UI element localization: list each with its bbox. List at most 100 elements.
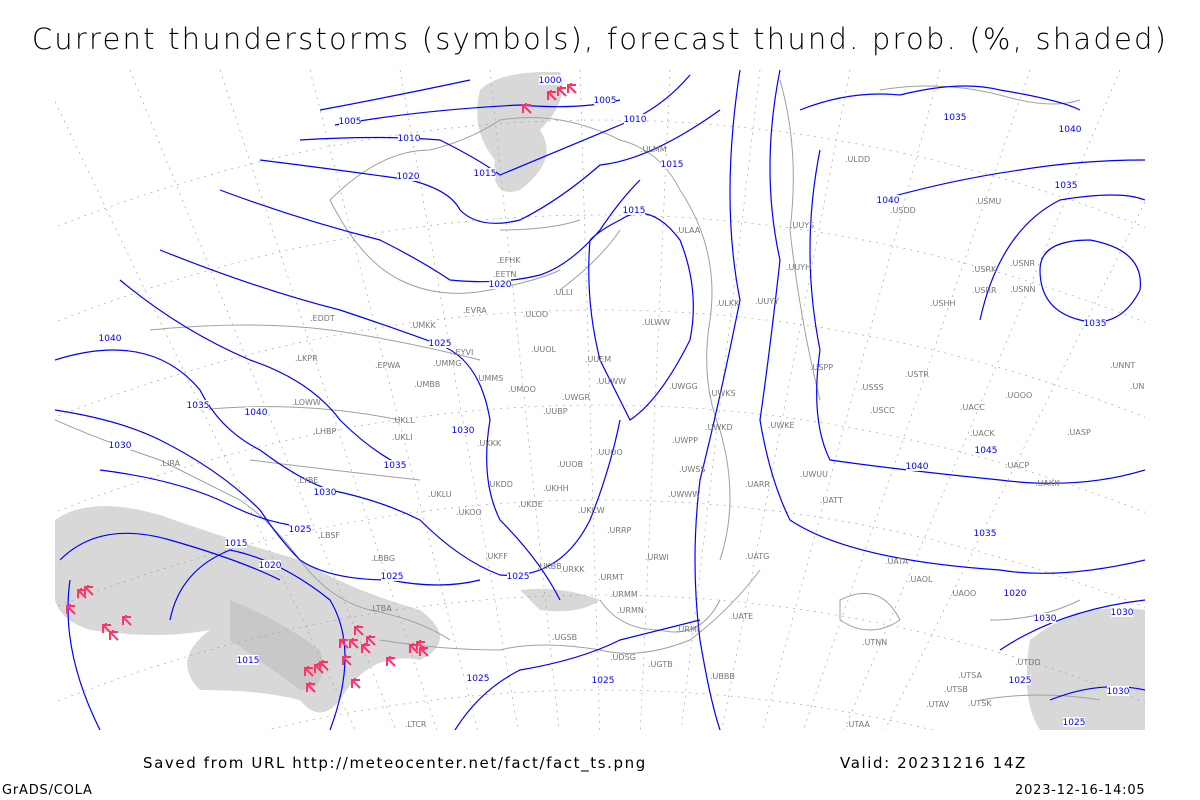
isobar-label: 1010 — [398, 133, 421, 144]
station-label: .UTSB — [944, 685, 968, 694]
station-label: .LYBE — [297, 476, 318, 485]
station-label: .UMMG — [433, 359, 461, 368]
station-label: .UUOB — [557, 460, 583, 469]
thunderstorm-symbols — [66, 83, 577, 693]
station-label: .USRK — [972, 265, 997, 274]
thunderstorm-symbol — [522, 103, 532, 114]
svg-text:1035: 1035 — [974, 529, 997, 539]
isobar — [55, 349, 621, 576]
station-label: .UOOO — [1005, 391, 1032, 400]
generation-timestamp: 2023-12-16-14:05 — [1015, 783, 1146, 798]
svg-text:1035: 1035 — [384, 461, 407, 471]
svg-text:1010: 1010 — [624, 115, 647, 125]
parallel — [55, 499, 1145, 608]
station-label: .EVRA — [463, 306, 487, 315]
svg-text:1025: 1025 — [1009, 676, 1032, 686]
isobar-label: 1025 — [381, 571, 403, 582]
station-label: .UTNN — [862, 638, 887, 647]
isobar-label: 1035 — [944, 112, 966, 123]
station-label: .LTCR — [405, 720, 427, 729]
station-label: .UWGR — [562, 393, 591, 402]
isobar — [159, 249, 561, 601]
thunderstorm-symbol — [66, 604, 76, 615]
station-label: .LHBP — [313, 427, 337, 436]
isobar — [119, 279, 401, 466]
isobar — [99, 469, 291, 526]
isobar — [169, 549, 346, 730]
isobar-label: 1025 — [1063, 717, 1085, 728]
svg-text:1030: 1030 — [314, 488, 337, 498]
svg-text:1005: 1005 — [339, 117, 362, 127]
station-labels: .ULLI .ULAA .ULMM .ULDD .UUYS .UUYH .ULKK .UUYY… — [160, 145, 1155, 729]
svg-text:1030: 1030 — [452, 426, 475, 436]
station-label: .URKK — [560, 565, 585, 574]
svg-text:1015: 1015 — [237, 656, 260, 666]
station-label: .UNBB — [1130, 382, 1155, 391]
probability-area — [477, 71, 563, 192]
isobar-label: 1015 — [225, 538, 247, 549]
station-label: .URMT — [598, 573, 624, 582]
station-label: .EPWA — [375, 361, 401, 370]
isobar-label: 1020 — [1004, 588, 1027, 599]
isobar-label: 1020 — [489, 279, 512, 290]
isobar — [759, 70, 1145, 574]
isobar — [588, 212, 694, 421]
isobar — [55, 409, 481, 586]
isobar — [979, 194, 1145, 321]
coastline — [779, 79, 1081, 401]
station-label: .UKCW — [578, 506, 605, 515]
saved-from-url: Saved from URL http://meteocenter.net/fa… — [143, 754, 647, 772]
thunderstorm-symbol — [361, 643, 371, 654]
isobar-label: 1025 — [507, 571, 529, 582]
svg-text:1040: 1040 — [245, 408, 268, 418]
svg-text:1025: 1025 — [429, 339, 452, 349]
isobar-label: 1040 — [1059, 124, 1082, 135]
thunderstorm-symbol — [319, 660, 329, 671]
station-label: .UTAA — [846, 720, 870, 729]
parallel — [55, 404, 1145, 513]
meridian — [640, 70, 671, 730]
station-label: .UAKK — [1035, 479, 1060, 488]
station-label: .UATA — [885, 557, 909, 566]
isobar-label: 1035 — [974, 528, 997, 539]
station-label: .UACC — [960, 403, 985, 412]
thunderstorm-symbol — [547, 90, 557, 101]
station-label: .UACK — [970, 429, 995, 438]
isobar — [334, 99, 621, 126]
station-label: .URMM — [610, 590, 638, 599]
chart-title: Current thunderstorms (symbols), forecas… — [31, 22, 1169, 56]
lat-lon-grid — [55, 70, 1145, 730]
svg-text:1020: 1020 — [1004, 589, 1027, 599]
station-label: .USMU — [975, 197, 1001, 206]
parallel — [55, 594, 1145, 703]
svg-text:1030: 1030 — [1111, 608, 1134, 618]
svg-text:1020: 1020 — [259, 561, 282, 571]
isobar — [259, 109, 721, 224]
station-label: .USPP — [810, 363, 833, 372]
meridian — [579, 70, 601, 730]
station-label: .URMN — [617, 606, 644, 615]
svg-text:1040: 1040 — [1059, 125, 1082, 135]
coastline — [499, 219, 621, 291]
isobar-label: 1015 — [474, 168, 496, 179]
isobars — [55, 70, 1145, 730]
station-label: .UACP — [1005, 461, 1029, 470]
thunderstorm-symbol — [386, 656, 396, 667]
isobar — [454, 619, 701, 730]
meridian — [762, 70, 941, 730]
station-label: .LBSF — [318, 531, 340, 540]
isobar-label: 1015 — [661, 159, 683, 170]
isobar-label: 1040 — [245, 407, 268, 418]
station-label: .UAOO — [950, 589, 976, 598]
coastline — [599, 599, 721, 633]
meridian — [803, 70, 1031, 730]
station-label: .UUYH — [786, 263, 811, 272]
meridian — [489, 70, 560, 730]
station-label: .UWPP — [672, 436, 698, 445]
thunderstorm-symbol — [354, 625, 364, 636]
meridian — [721, 70, 851, 730]
isobar-label: 1030 — [1034, 613, 1057, 624]
thunderstorm-symbol — [419, 646, 429, 657]
coastlines — [55, 79, 1101, 701]
station-label: .ULAA — [676, 226, 701, 235]
